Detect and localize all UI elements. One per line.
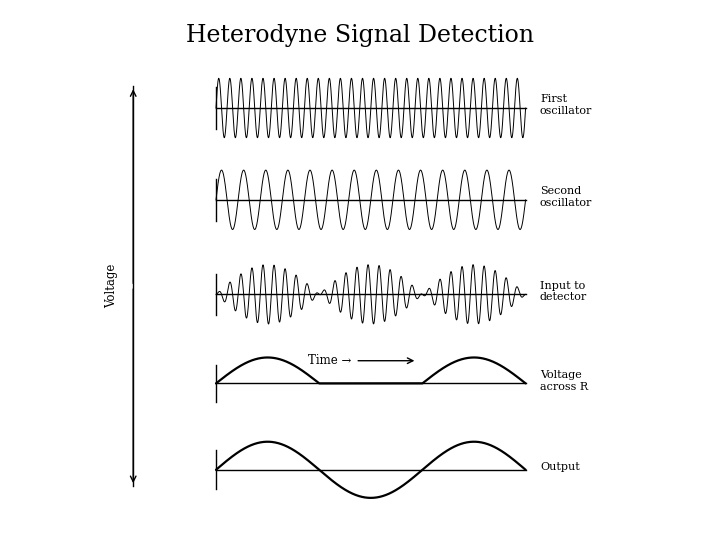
Text: Input to
detector: Input to detector	[540, 281, 588, 302]
Text: Voltage: Voltage	[105, 264, 118, 308]
Text: Voltage
across R: Voltage across R	[540, 370, 588, 392]
Text: First
oscillator: First oscillator	[540, 94, 593, 116]
Text: Time →: Time →	[308, 354, 351, 367]
Text: Heterodyne Signal Detection: Heterodyne Signal Detection	[186, 24, 534, 48]
Text: Output: Output	[540, 462, 580, 472]
Text: Second
oscillator: Second oscillator	[540, 186, 593, 208]
